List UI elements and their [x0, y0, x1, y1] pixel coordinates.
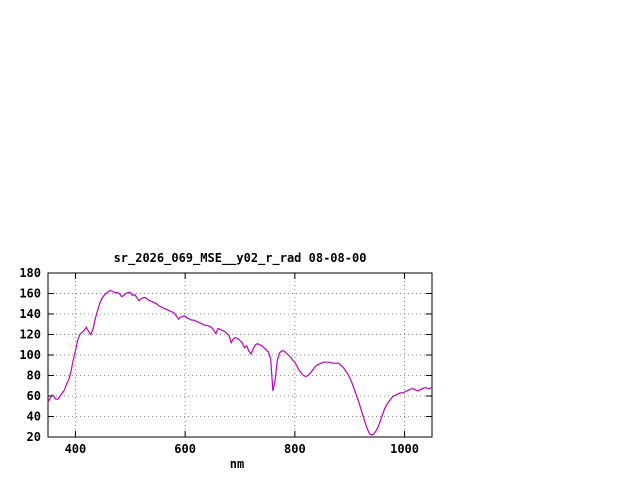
y-tick-label: 40	[27, 410, 41, 424]
y-tick-label: 180	[19, 266, 41, 280]
axis-labels-layer: 20 40 60 80 100 120 140 160 180 400 600 800 1000	[19, 266, 419, 456]
plot-border	[47, 272, 433, 438]
y-tick-label: 140	[19, 307, 41, 321]
y-tick-label: 60	[27, 389, 41, 403]
y-tick-label: 100	[19, 348, 41, 362]
grid-layer	[48, 272, 432, 438]
data-line	[47, 289, 432, 436]
x-tick-label: 800	[284, 442, 306, 456]
y-tick-label: 160	[19, 287, 41, 301]
tick-layer	[47, 272, 433, 438]
x-tick-label: 1000	[390, 442, 419, 456]
y-tick-label: 80	[27, 369, 41, 383]
x-tick-label: 600	[174, 442, 196, 456]
x-axis-label: nm	[230, 457, 244, 471]
y-tick-label: 120	[19, 328, 41, 342]
y-tick-label: 20	[27, 430, 41, 444]
series-layer	[47, 289, 432, 436]
x-tick-label: 400	[65, 442, 87, 456]
chart-title: sr_2026_069_MSE__y02_r_rad 08-08-00	[114, 251, 367, 266]
